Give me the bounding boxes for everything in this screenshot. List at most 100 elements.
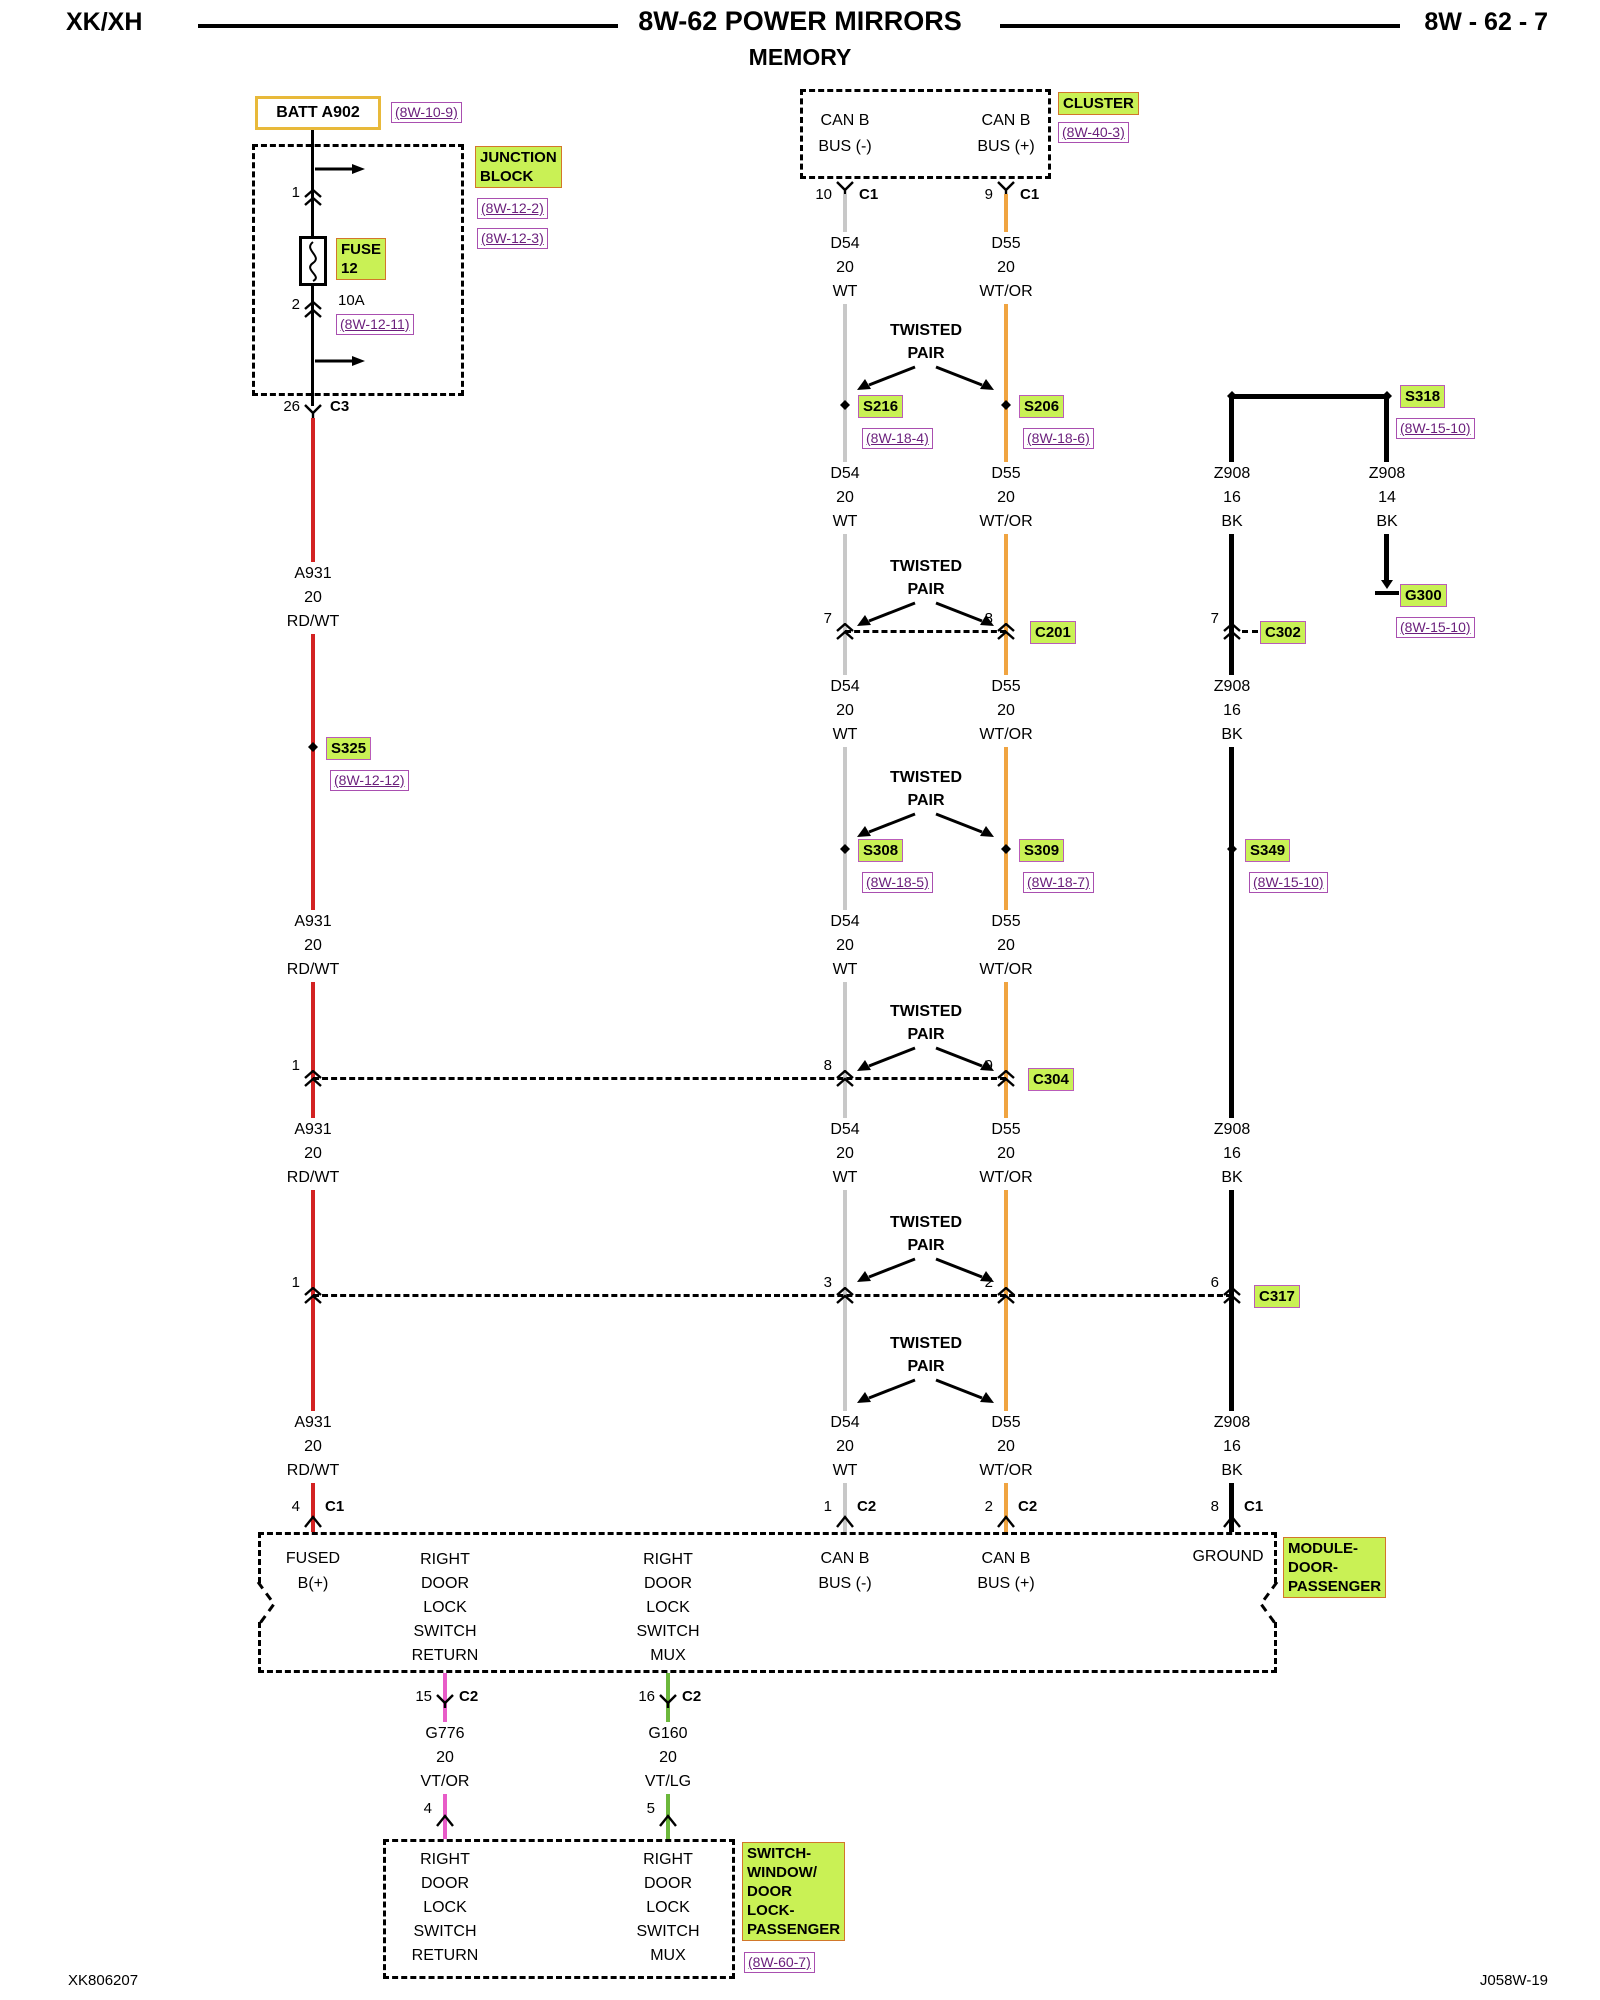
ground-icon [1375,580,1399,595]
module-conn-c1: C1 [1244,1498,1264,1515]
switch-ref-link[interactable]: (8W-60-7) [744,1952,815,1973]
connector-y-icon [304,404,322,418]
module-mux-label: RIGHT DOOR LOCK SWITCH MUX [636,1551,700,1664]
c201-pin-7: 7 [823,610,832,627]
cluster-connector-name: C1 [1020,186,1040,203]
ground-g300-ref-link[interactable]: (8W-15-10) [1396,617,1475,638]
module-fused-b-label: FUSED B(+) [285,1550,341,1592]
twisted-pair-label: TWISTED PAIR [890,1003,962,1043]
inline-connector-icon [836,1070,854,1087]
inline-connector-icon [304,301,322,318]
wire-a931-label: A931 20 RD/WT [268,910,358,982]
connector-pin-icon [304,1515,322,1528]
wire-d55-label: D55 20 WT/OR [961,462,1051,534]
splice-diamond-icon [840,844,850,854]
connector-pin-icon [1223,1515,1241,1528]
fuse-ref-link[interactable]: (8W-12-11) [336,314,414,335]
inline-connector-icon [997,1070,1015,1087]
inline-connector-icon [304,1070,322,1087]
page-title: 8W-62 POWER MIRRORS [638,6,962,36]
header-rule-right [1000,24,1400,28]
connector-c302-label: C302 [1260,621,1306,644]
cluster-label: CLUSTER [1058,92,1139,115]
switch-label: SWITCH- WINDOW/ DOOR LOCK- PASSENGER [742,1842,846,1941]
module-pin-4: 4 [291,1498,300,1515]
page-number: 8W - 62 - 7 [1424,8,1548,36]
splice-s325-ref-link[interactable]: (8W-12-12) [330,770,409,791]
wire-g160-label: G160 20 VT/LG [623,1722,713,1794]
wire-d54 [843,194,847,1532]
cluster-bus-pos-label: CAN B BUS (+) [977,112,1035,155]
splice-s349-ref-link[interactable]: (8W-15-10) [1249,872,1328,893]
module-conn-c2: C2 [1018,1498,1038,1515]
c317-pin-6: 6 [1210,1274,1219,1291]
splice-s309-label: S309 [1019,839,1065,862]
connector-c317-label: C317 [1254,1285,1300,1308]
wire-z908-16-label: Z908 16 BK [1187,462,1277,534]
splice-s206-ref-link[interactable]: (8W-18-6) [1023,428,1094,449]
splice-diamond-icon [1001,844,1011,854]
splice-s206-label: S206 [1019,395,1065,418]
module-pin-1: 1 [823,1498,832,1515]
c3-pin-26: 26 [283,398,300,415]
wire-z908 [1229,396,1234,1532]
module-pin-2: 2 [984,1498,993,1515]
wire-d54-label: D54 20 WT [800,1118,890,1190]
splice-s349-label: S349 [1245,839,1291,862]
twisted-pair-label: TWISTED PAIR [890,1214,962,1254]
twisted-pair-arrows-icon [857,1378,994,1403]
s318-bus-wire [1232,394,1387,399]
module-label: MODULE- DOOR- PASSENGER [1283,1537,1387,1598]
splice-s308-ref-link[interactable]: (8W-18-5) [862,872,933,893]
c302-pin-7: 7 [1210,610,1219,627]
cluster-outline [800,89,1051,179]
connector-pin-icon [836,1515,854,1528]
splice-s318-label: S318 [1400,385,1446,408]
inline-connector-icon [836,623,854,640]
drawing-number: XK806207 [68,1972,139,1989]
splice-s309-ref-link[interactable]: (8W-18-7) [1023,872,1094,893]
splice-s318-ref-link[interactable]: (8W-15-10) [1396,418,1475,439]
c317-pin-2: 2 [984,1274,993,1291]
splice-diamond-icon [1382,391,1392,401]
junction-block-label: JUNCTION BLOCK [475,146,562,188]
twisted-pair-arrows-icon [857,1257,994,1282]
junction-pin-2: 2 [291,296,300,313]
twisted-pair-arrows-icon [857,601,994,626]
connector-pin-icon [997,1515,1015,1528]
module-notch-mask [1271,1586,1281,1622]
cluster-ref-link[interactable]: (8W-40-3) [1058,122,1129,143]
splice-diamond-icon [840,400,850,410]
wire-d54-label: D54 20 WT [800,1411,890,1483]
connector-y-icon [836,181,854,195]
sheet-code: J058W-19 [1479,1972,1548,1989]
inline-connector-icon [304,189,322,206]
splice-s216-ref-link[interactable]: (8W-18-4) [862,428,933,449]
wire-d54-label: D54 20 WT [800,675,890,747]
junction-block-ref2-link[interactable]: (8W-12-3) [477,228,548,249]
junction-block-ref1-link[interactable]: (8W-12-2) [477,198,548,219]
c317-pin-3: 3 [823,1274,832,1291]
wire-d54-label: D54 20 WT [800,232,890,304]
c304-pin-1: 1 [291,1057,300,1074]
cluster-connector-name: C1 [859,186,879,203]
module-notch-left [256,1582,276,1626]
wire-d55-label: D55 20 WT/OR [961,1118,1051,1190]
c304-pin-9: 9 [984,1057,993,1074]
twisted-pair-label: TWISTED PAIR [890,558,962,598]
module-conn-c1: C1 [325,1498,345,1515]
battery-ref-link[interactable]: (8W-10-9) [391,102,462,123]
cluster-pin-9: 9 [984,186,993,203]
busbar-arrow-icon [315,164,365,174]
switch-return-label: RIGHT DOOR LOCK SWITCH RETURN [411,1851,479,1964]
twisted-pair-arrows-icon [857,1046,994,1071]
wire-z908-16-label: Z908 16 BK [1187,1411,1277,1483]
junction-block-outline [252,144,464,396]
splice-s216-label: S216 [858,395,904,418]
module-notch-mask [254,1586,264,1622]
connector-c304-label: C304 [1028,1068,1074,1091]
switch-pin-4: 4 [423,1800,432,1817]
cluster-bus-neg-label: CAN B BUS (-) [818,112,872,155]
junction-pin-1: 1 [291,184,300,201]
inline-connector-icon [997,623,1015,640]
